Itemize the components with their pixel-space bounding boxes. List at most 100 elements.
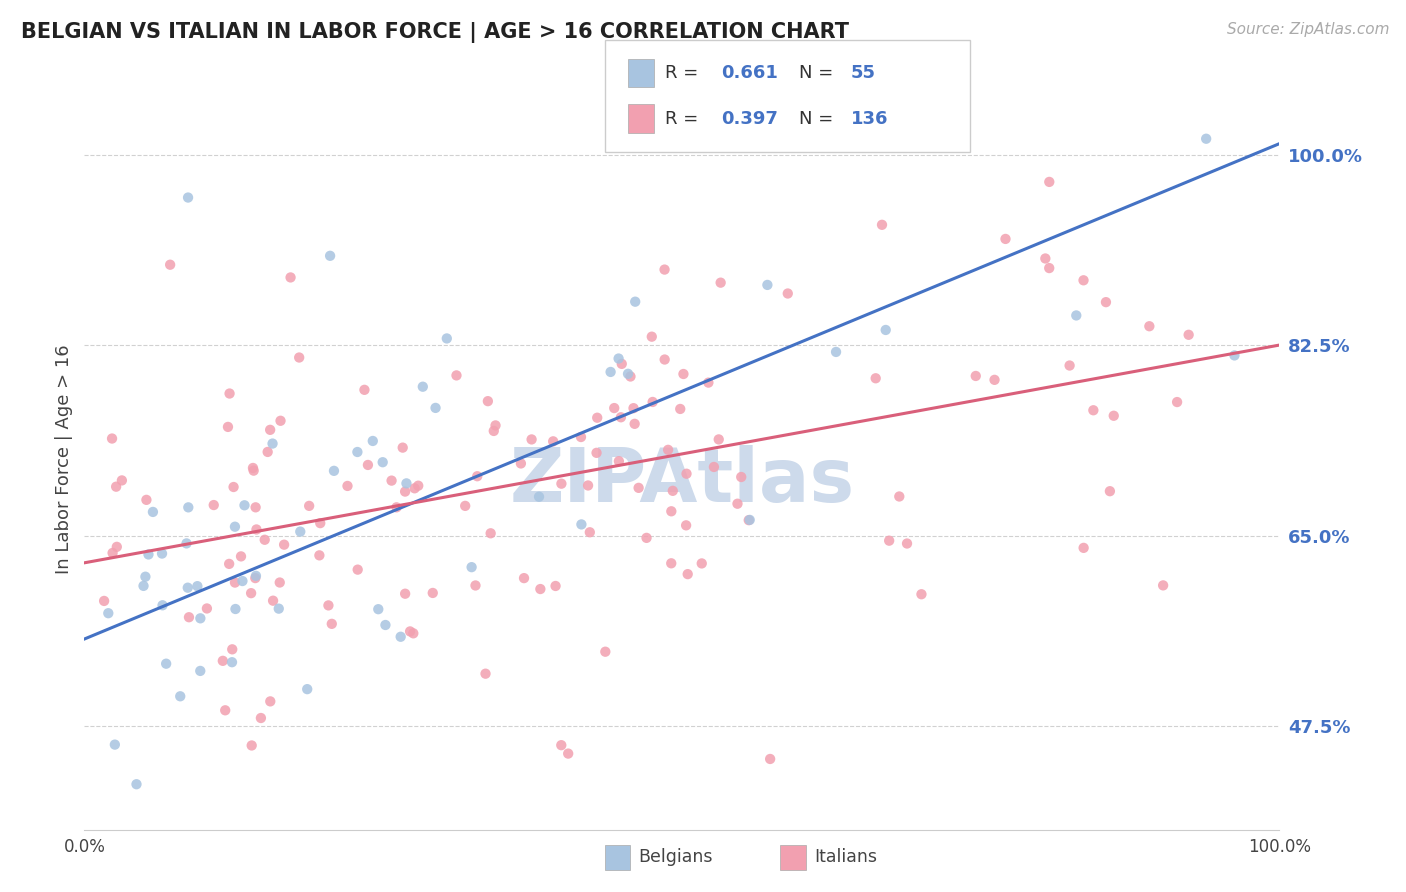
Point	[105, 480, 128, 494]
Point	[422, 586, 444, 600]
Point	[460, 560, 482, 574]
Point	[544, 579, 567, 593]
Point	[240, 586, 263, 600]
Point	[101, 546, 124, 560]
Point	[1195, 132, 1218, 146]
Point	[585, 446, 607, 460]
Point	[229, 549, 252, 564]
Point	[654, 352, 676, 367]
Point	[270, 414, 292, 428]
Text: 136: 136	[851, 110, 889, 128]
Point	[353, 383, 375, 397]
Point	[245, 500, 267, 515]
Point	[571, 517, 593, 532]
Point	[676, 567, 699, 582]
Point	[576, 478, 599, 492]
Point	[394, 484, 416, 499]
Point	[253, 533, 276, 547]
Point	[150, 547, 173, 561]
Point	[367, 602, 389, 616]
Text: 0.661: 0.661	[721, 64, 778, 82]
Point	[346, 445, 368, 459]
Point	[675, 467, 697, 481]
Text: ZIPAtlas: ZIPAtlas	[509, 445, 855, 518]
Point	[1059, 359, 1081, 373]
Point	[135, 492, 157, 507]
Point	[509, 457, 531, 471]
Point	[586, 410, 609, 425]
Point	[288, 351, 311, 365]
Point	[262, 593, 284, 607]
Point	[619, 369, 641, 384]
Text: Source: ZipAtlas.com: Source: ZipAtlas.com	[1226, 22, 1389, 37]
Point	[177, 190, 200, 204]
Point	[394, 587, 416, 601]
Point	[690, 557, 713, 571]
Point	[202, 498, 225, 512]
Point	[1095, 295, 1118, 310]
Point	[641, 329, 664, 343]
Point	[391, 441, 413, 455]
Point	[1098, 484, 1121, 499]
Point	[250, 711, 273, 725]
Point	[245, 569, 267, 583]
Point	[865, 371, 887, 385]
Point	[730, 470, 752, 484]
Point	[242, 461, 264, 475]
Point	[259, 423, 281, 437]
Point	[875, 323, 897, 337]
Point	[727, 497, 749, 511]
Point	[221, 642, 243, 657]
Text: N =: N =	[799, 110, 838, 128]
Point	[425, 401, 447, 415]
Point	[527, 490, 550, 504]
Point	[896, 536, 918, 550]
Point	[138, 548, 160, 562]
Point	[825, 345, 848, 359]
Text: R =: R =	[665, 110, 704, 128]
Point	[155, 657, 177, 671]
Point	[465, 469, 488, 483]
Point	[256, 445, 278, 459]
Point	[910, 587, 932, 601]
Point	[776, 286, 799, 301]
Point	[211, 654, 233, 668]
Point	[607, 454, 630, 468]
Point	[224, 575, 246, 590]
Point	[318, 599, 340, 613]
Point	[479, 526, 502, 541]
Point	[965, 368, 987, 383]
Point	[336, 479, 359, 493]
Point	[707, 433, 730, 447]
Point	[125, 777, 148, 791]
Point	[321, 616, 343, 631]
Point	[262, 436, 284, 450]
Point	[242, 464, 264, 478]
Point	[134, 570, 156, 584]
Point	[412, 380, 434, 394]
Point	[627, 481, 650, 495]
Point	[240, 739, 263, 753]
Point	[654, 262, 676, 277]
Point	[657, 442, 679, 457]
Point	[454, 499, 477, 513]
Point	[361, 434, 384, 448]
Point	[983, 373, 1005, 387]
Point	[176, 536, 198, 550]
Point	[482, 424, 505, 438]
Point	[1177, 327, 1199, 342]
Point	[233, 498, 256, 512]
Point	[610, 410, 633, 425]
Point	[1137, 319, 1160, 334]
Point	[623, 401, 645, 416]
Point	[188, 664, 211, 678]
Point	[595, 645, 617, 659]
Point	[617, 367, 640, 381]
Point	[738, 513, 761, 527]
Point	[662, 483, 685, 498]
Point	[323, 464, 346, 478]
Point	[195, 601, 218, 615]
Point	[218, 386, 240, 401]
Point	[513, 571, 536, 585]
Point	[889, 490, 911, 504]
